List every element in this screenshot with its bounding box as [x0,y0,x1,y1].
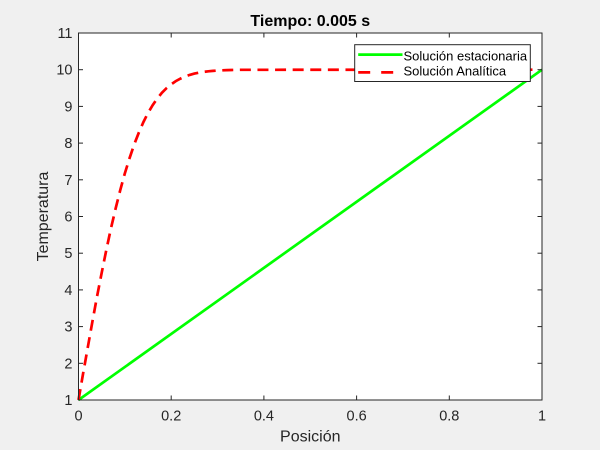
svg-text:0.4: 0.4 [254,409,274,425]
svg-text:6: 6 [64,210,72,226]
svg-text:9: 9 [64,99,72,115]
svg-text:11: 11 [57,26,72,42]
svg-text:7: 7 [64,173,72,189]
svg-text:8: 8 [64,136,72,152]
svg-text:Temperatura: Temperatura [35,171,52,261]
svg-text:1: 1 [64,393,72,409]
svg-text:4: 4 [64,283,72,299]
svg-text:Solución estacionaria: Solución estacionaria [404,48,528,63]
svg-text:Posición: Posición [280,429,340,446]
svg-text:10: 10 [56,63,72,79]
svg-text:2: 2 [64,356,72,372]
svg-text:Solución Analítica: Solución Analítica [404,64,507,79]
svg-text:0.2: 0.2 [161,409,181,425]
svg-text:0: 0 [74,409,82,425]
svg-text:0.8: 0.8 [439,409,459,425]
svg-text:1: 1 [538,409,546,425]
svg-text:Tiempo: 0.005 s: Tiempo: 0.005 s [250,13,370,30]
svg-text:3: 3 [64,320,72,336]
svg-text:0.6: 0.6 [347,409,367,425]
svg-text:5: 5 [64,246,72,262]
